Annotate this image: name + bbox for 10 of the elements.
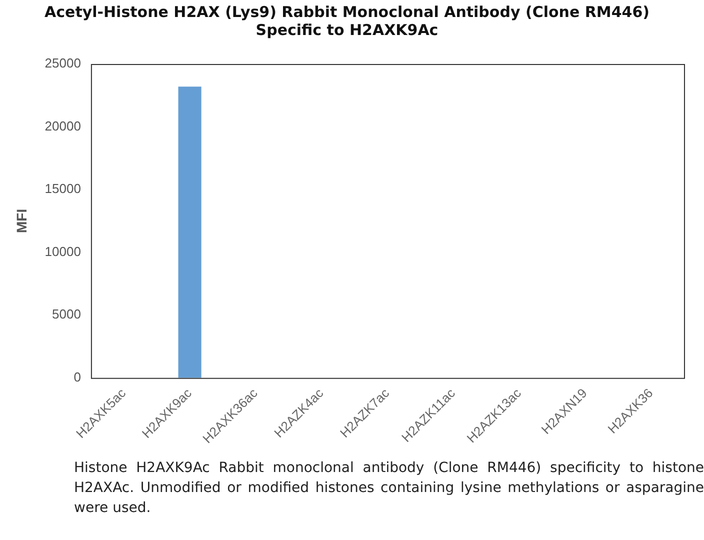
y-tick-label: 15000 — [44, 181, 81, 196]
text: Histone H2AXK9Ac Rabbit monoclonal antibody (Clone RM446) specificity to histone H2AXAc. Unmodified or modified histones containing lysine methylations or asparagine were used. — [74, 459, 704, 518]
y-tick-label: 10000 — [44, 244, 81, 259]
text: Acetyl-Histone H2AX (Lys9) Rabbit Monoclonal Antibody (Clone RM446) — [44, 2, 650, 21]
y-axis-title: MFI — [13, 208, 30, 233]
y-tick-label: 0 — [74, 369, 81, 384]
y-tick-label: 25000 — [44, 56, 81, 71]
y-tick-label: 20000 — [44, 118, 81, 134]
text: Specific to H2AXK9Ac — [256, 20, 438, 39]
y-tick-label: 5000 — [52, 306, 81, 322]
